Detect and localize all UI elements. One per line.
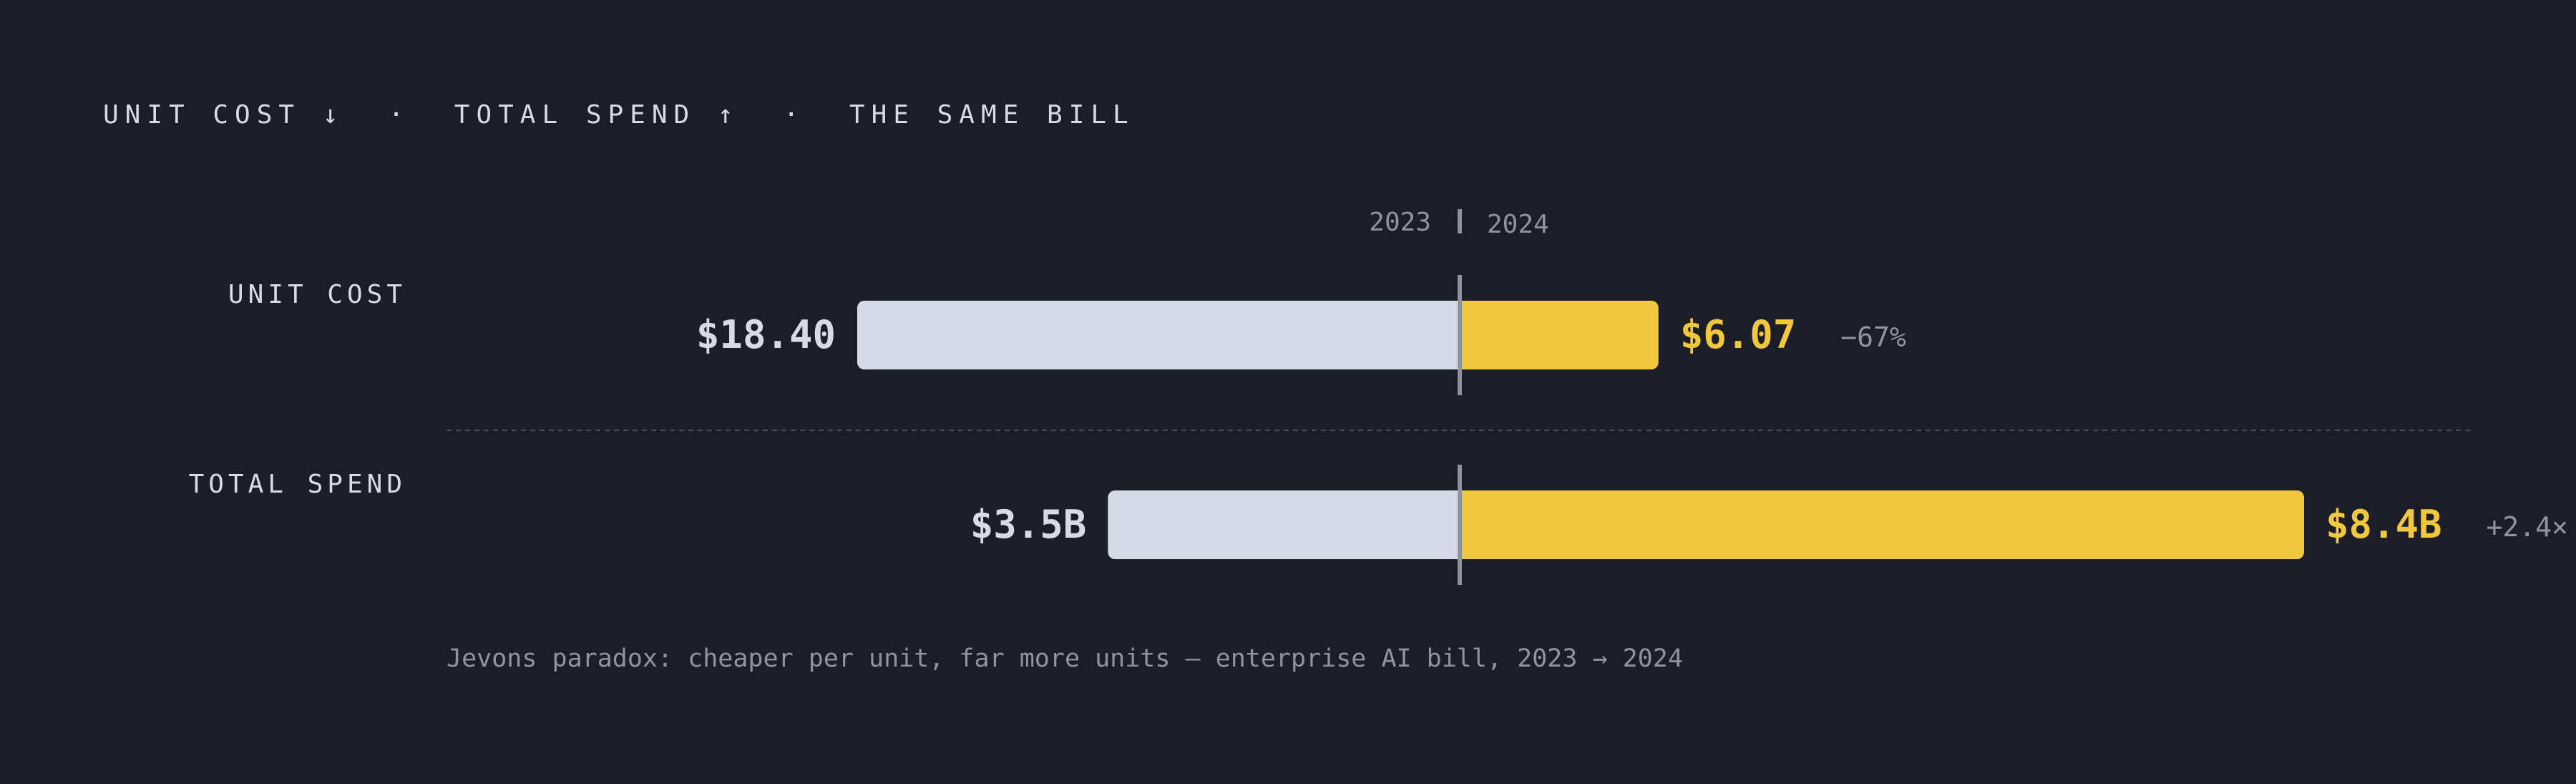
total-spend-bar-2024 [1460,490,2304,559]
total-spend-value-2023: $3.5B [970,502,1087,547]
total-spend-change-label: +2.4× [2487,511,2568,543]
unit-cost-baseline [1458,275,1462,395]
unit-cost-value-2023: $18.40 [696,312,836,357]
unit-cost-bar-2023 [857,301,1465,369]
unit-cost-row-label: UNIT COST [228,280,406,309]
total-spend-value-2024: $8.4B [2326,502,2442,547]
unit-cost-change-label: −67% [1840,321,1906,353]
total-spend-row-label: TOTAL SPEND [189,470,406,499]
unit-cost-bar-2024-inner-edge [1460,301,1470,369]
legend-2024-label: 2024 [1487,210,1549,239]
chart-heading: UNIT COST ↓ · TOTAL SPEND ↑ · THE SAME B… [103,100,1135,130]
unit-cost-bar-2024 [1460,301,1659,369]
total-spend-bar-2024-inner-edge [1460,490,1470,559]
total-spend-bar-2023 [1108,490,1465,559]
unit-cost-value-2024: $6.07 [1680,312,1797,357]
legend-2023-label: 2023 [1369,208,1431,237]
chart-caption: Jevons paradox: cheaper per unit, far mo… [447,644,1683,673]
legend-divider-tick [1458,209,1462,233]
total-spend-baseline [1458,465,1462,585]
